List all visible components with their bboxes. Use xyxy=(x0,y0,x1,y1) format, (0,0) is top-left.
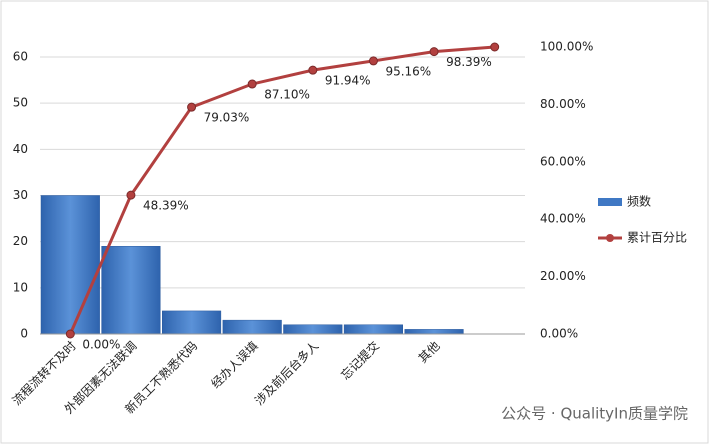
x-tick-label: 忘记提交 xyxy=(337,338,382,383)
bar xyxy=(404,329,464,335)
bar xyxy=(343,324,403,335)
x-tick-label: 流程流转不及时 xyxy=(9,338,79,408)
y-tick-label: 40 xyxy=(13,142,28,156)
x-tick-label: 经办人误填 xyxy=(208,338,261,391)
bar xyxy=(40,195,100,335)
data-label: 0.00% xyxy=(82,338,120,352)
data-label: 98.39% xyxy=(446,55,492,69)
y-tick-label: 60 xyxy=(13,50,28,64)
data-label: 91.94% xyxy=(325,74,371,88)
line-marker xyxy=(247,79,257,89)
bar xyxy=(222,319,282,335)
line-marker xyxy=(65,329,75,339)
bar xyxy=(101,246,161,335)
y-tick-label: 20 xyxy=(13,234,28,248)
bar xyxy=(162,310,222,335)
line-marker xyxy=(429,47,439,57)
y2-tick-label: 80.00% xyxy=(540,97,586,111)
legend-marker xyxy=(606,234,614,242)
line-marker xyxy=(187,102,197,112)
x-tick-label: 其他 xyxy=(416,339,443,366)
x-tick-label: 涉及前后台多人 xyxy=(251,338,321,408)
y2-tick-label: 40.00% xyxy=(540,212,586,226)
data-label: 79.03% xyxy=(204,111,250,125)
cumulative-line xyxy=(68,45,495,335)
y-tick-label: 50 xyxy=(13,96,28,110)
data-label: 87.10% xyxy=(264,88,310,102)
legend-swatch xyxy=(598,198,622,206)
legend-label: 累计百分比 xyxy=(627,231,687,245)
y2-tick-label: 60.00% xyxy=(540,154,586,168)
line-marker xyxy=(490,42,500,52)
bar xyxy=(283,324,343,335)
line-marker xyxy=(308,65,318,75)
y2-tick-label: 0.00% xyxy=(540,327,578,341)
y-tick-label: 30 xyxy=(13,188,28,202)
legend-label: 频数 xyxy=(627,194,651,209)
y2-tick-label: 20.00% xyxy=(540,269,586,283)
y-tick-label: 0 xyxy=(20,327,28,341)
line-marker xyxy=(368,56,378,66)
data-label: 48.39% xyxy=(143,199,189,213)
watermark: 公众号 · QualityIn质量学院 xyxy=(501,405,688,423)
line-marker xyxy=(126,190,136,200)
y2-tick-label: 100.00% xyxy=(540,40,593,54)
data-label: 95.16% xyxy=(385,64,431,78)
y-tick-label: 10 xyxy=(13,280,28,294)
